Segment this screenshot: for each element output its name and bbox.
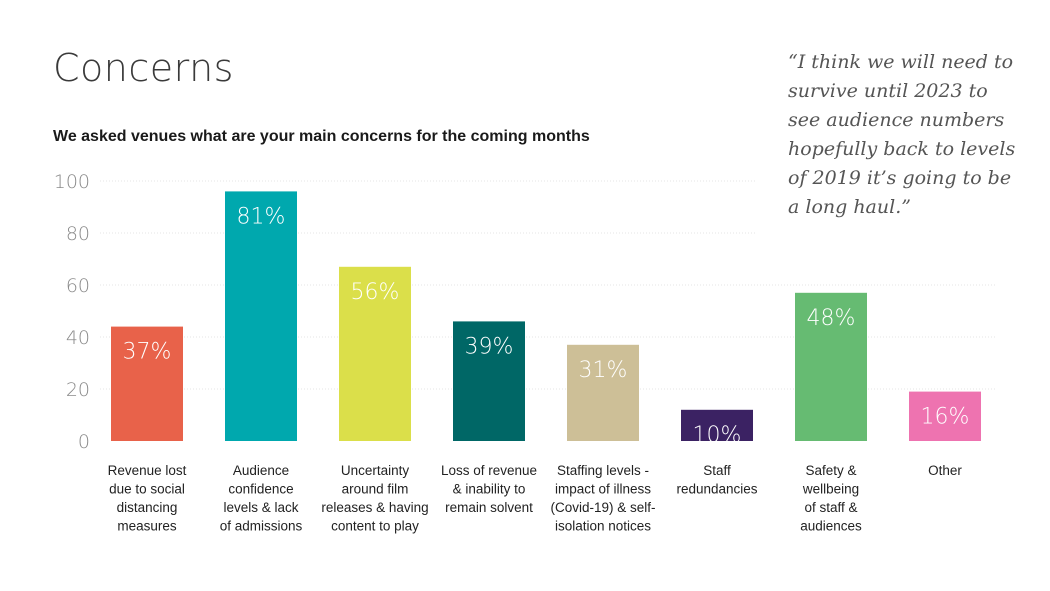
- category-label-line: Staffing levels -: [557, 463, 649, 478]
- category-label-line: releases & having: [321, 500, 428, 515]
- y-tick-80: 80: [66, 223, 90, 245]
- category-label-line: Staff: [703, 463, 731, 478]
- category-label-line: Revenue lost: [108, 463, 187, 478]
- category-labels: Revenue lost due to social distancing measu…: [108, 463, 963, 534]
- category-label-line: Safety &: [805, 463, 856, 478]
- bar-7: [795, 292, 867, 441]
- category-label-line: & inability to: [453, 482, 526, 497]
- bar-6: [681, 409, 753, 441]
- gridlines: [100, 180, 995, 390]
- value-label-6: 10%: [693, 423, 742, 448]
- y-tick-60: 60: [66, 275, 90, 297]
- category-label-7: Safety & wellbeing of staff & audiences: [800, 463, 862, 534]
- value-labels: 37% 81% 56% 39% 31% 10% 48% 16%: [123, 204, 970, 447]
- y-tick-20: 20: [66, 379, 90, 401]
- category-label-line: (Covid-19) & self-: [550, 500, 655, 515]
- category-label-3: Uncertainty around film releases & having c…: [321, 463, 428, 534]
- category-label-6: Staff redundancies: [676, 463, 757, 497]
- bars: [111, 191, 981, 441]
- category-label-5: Staffing levels - impact of illness (Covid…: [550, 463, 655, 534]
- category-label-line: due to social: [109, 482, 185, 497]
- value-label-1: 37%: [123, 340, 172, 365]
- category-label-line: levels & lack: [223, 500, 298, 515]
- category-label-line: of staff &: [804, 500, 857, 515]
- category-label-line: confidence: [228, 482, 293, 497]
- value-label-4: 39%: [465, 334, 514, 359]
- category-label-line: remain solvent: [445, 500, 533, 515]
- y-axis-ticks: 0 20 40 60 80 100: [54, 171, 90, 453]
- testimonial-quote: “I think we will need to survive until 20…: [788, 48, 1028, 222]
- bar-2: [225, 191, 297, 441]
- y-tick-0: 0: [78, 431, 90, 453]
- category-label-4: Loss of revenue & inability to remain solv…: [441, 463, 537, 515]
- category-label-line: measures: [117, 519, 177, 534]
- quote-line: see audience numbers: [788, 109, 1005, 131]
- category-label-line: Loss of revenue: [441, 463, 537, 478]
- category-label-line: Other: [928, 463, 962, 478]
- bar-4: [453, 321, 525, 441]
- chart-subtitle: We asked venues what are your main conce…: [53, 128, 590, 145]
- value-label-3: 56%: [351, 280, 400, 305]
- category-label-2: Audience confidence levels & lack of admiss…: [220, 463, 303, 534]
- quote-line: of 2019 it’s going to be: [788, 167, 1012, 189]
- category-label-line: Uncertainty: [341, 463, 410, 478]
- category-label-line: wellbeing: [802, 482, 859, 497]
- value-label-7: 48%: [807, 306, 856, 331]
- category-label-line: audiences: [800, 519, 862, 534]
- category-label-8: Other: [928, 463, 962, 478]
- bar-1: [111, 326, 183, 441]
- bar-5: [567, 344, 639, 441]
- value-label-2: 81%: [237, 204, 286, 229]
- category-label-line: impact of illness: [555, 482, 651, 497]
- quote-line: a long haul.”: [788, 196, 911, 218]
- quote-line: “I think we will need to: [788, 51, 1014, 73]
- bar-3: [339, 266, 411, 441]
- y-tick-100: 100: [54, 171, 90, 193]
- category-label-line: content to play: [331, 519, 419, 534]
- value-label-8: 16%: [921, 405, 970, 430]
- category-label-line: Audience: [233, 463, 289, 478]
- y-tick-40: 40: [66, 327, 90, 349]
- category-label-line: distancing: [117, 500, 178, 515]
- quote-line: hopefully back to levels: [788, 138, 1016, 160]
- category-label-line: of admissions: [220, 519, 303, 534]
- category-label-line: isolation notices: [555, 519, 651, 534]
- category-label-1: Revenue lost due to social distancing measu…: [108, 463, 187, 534]
- category-label-line: around film: [342, 482, 409, 497]
- category-label-line: redundancies: [676, 482, 757, 497]
- chart-title: Concerns: [53, 46, 234, 90]
- quote-line: survive until 2023 to: [788, 80, 988, 102]
- bar-8: [909, 391, 981, 441]
- value-label-5: 31%: [579, 358, 628, 383]
